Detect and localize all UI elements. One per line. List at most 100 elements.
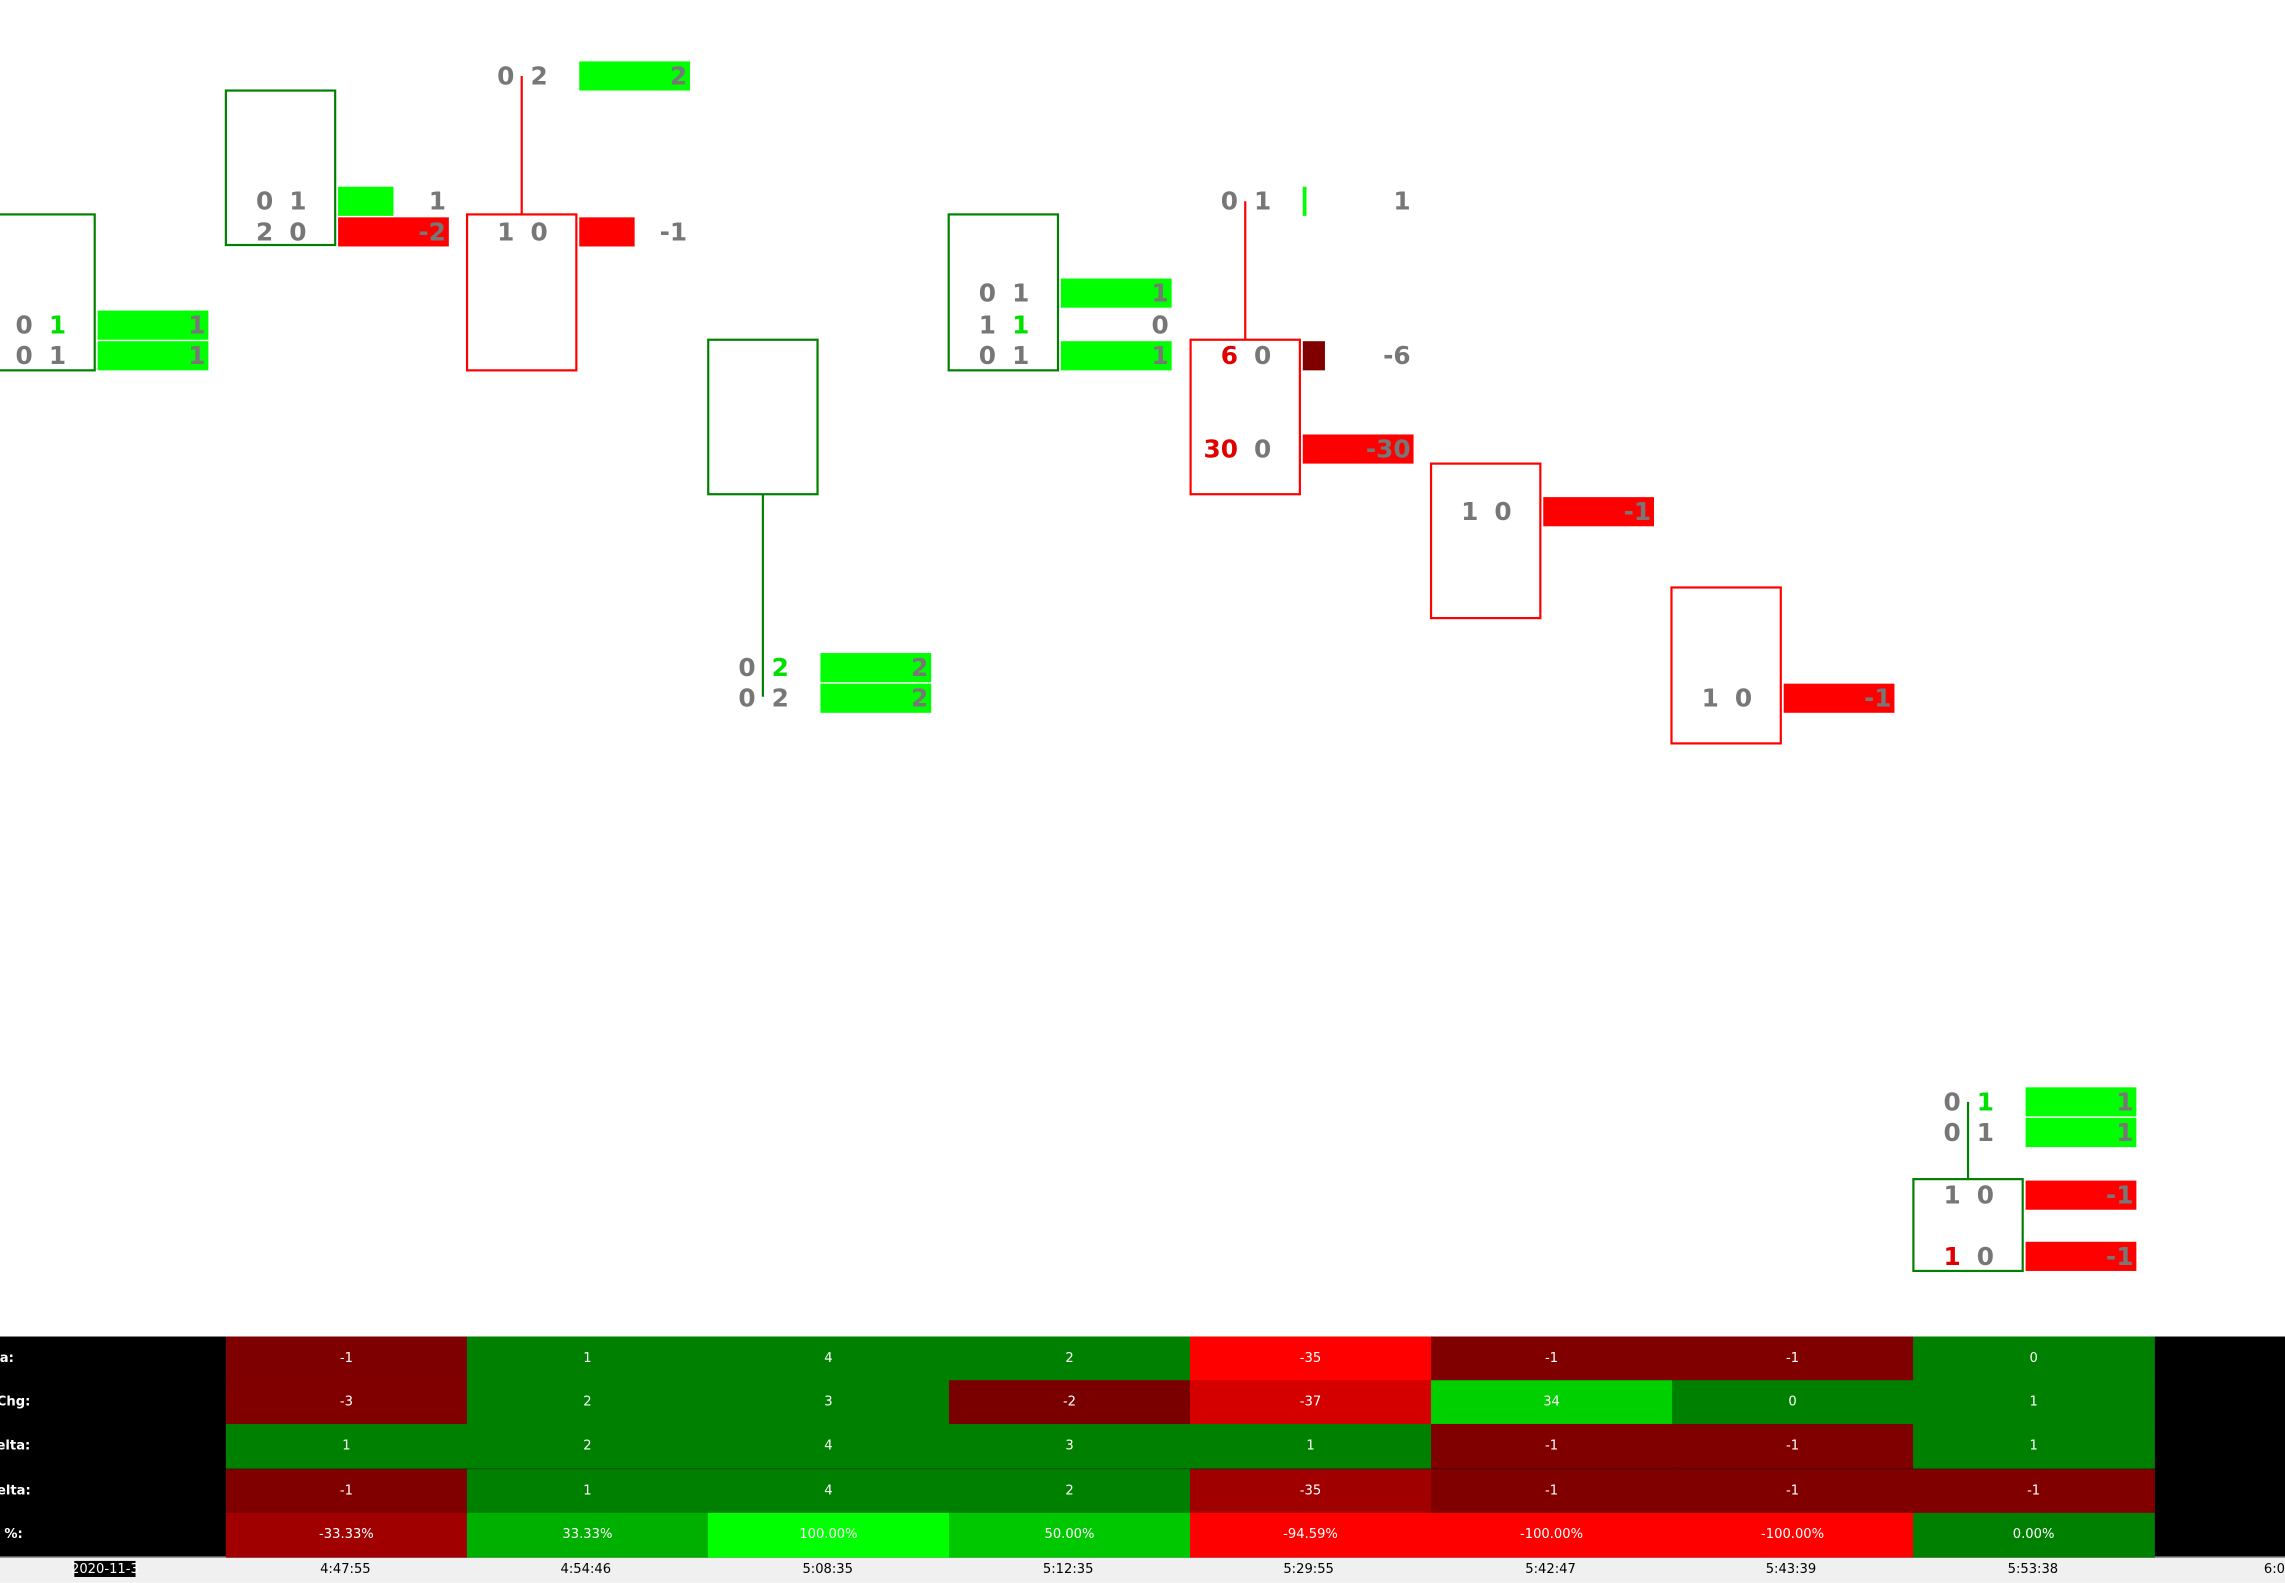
table-cell: [1672, 1469, 1914, 1514]
cell-value: 100.00%: [799, 1527, 857, 1542]
table-cell: [1190, 1469, 1432, 1514]
cell-value: -35: [1300, 1351, 1321, 1366]
time-label: 5:42:47: [1525, 1562, 1576, 1577]
bid-volume: 2: [256, 217, 273, 246]
table-cell: [1672, 1512, 1914, 1558]
table-cell: [466, 1336, 709, 1382]
table-cell: [225, 1423, 468, 1469]
table-cell: [1913, 1380, 2155, 1425]
delta-bar: [2025, 1087, 2137, 1117]
delta-value: -6: [1383, 341, 1411, 370]
cell-value: 0.00%: [2013, 1527, 2055, 1542]
candle-body: [465, 213, 578, 372]
cell-value: 0: [2029, 1351, 2037, 1366]
delta-value: 2: [911, 684, 928, 713]
table-cell: [466, 1423, 709, 1469]
table-cell: [466, 1380, 709, 1425]
delta-bar: [1302, 434, 1414, 464]
cell-value: 0: [1788, 1395, 1796, 1410]
table-cell: [1913, 1336, 2155, 1382]
delta-value: 0: [1151, 311, 1168, 340]
cell-value: 50.00%: [1044, 1527, 1094, 1542]
cell-value: -94.59%: [1283, 1527, 1338, 1542]
delta-value: -1: [2106, 1181, 2134, 1210]
ask-volume: 0: [1735, 684, 1752, 713]
delta-value: -2: [418, 217, 446, 246]
delta-value: 1: [2116, 1118, 2133, 1147]
time-label: 5:12:35: [1043, 1562, 1094, 1577]
bid-volume: 0: [256, 187, 273, 216]
table-cell: [1190, 1336, 1432, 1382]
delta-bar: [1060, 278, 1172, 308]
delta-value: 1: [1393, 187, 1410, 216]
ask-volume: 1: [1012, 279, 1029, 308]
bid-volume: 1: [1461, 497, 1478, 526]
table-cell: [948, 1469, 1191, 1514]
delta-bar: [1060, 341, 1172, 371]
candle-body: [947, 213, 1060, 372]
cell-value: 33.33%: [562, 1527, 612, 1542]
bid-volume: 0: [1944, 1087, 1961, 1116]
delta-bar: [1302, 341, 1325, 371]
table-cell: [225, 1380, 468, 1425]
delta-value: -1: [1864, 684, 1892, 713]
time-label: 5:43:39: [1766, 1562, 1817, 1577]
table-cell: [1190, 1512, 1432, 1558]
bid-volume: 0: [979, 341, 996, 370]
delta-bar: [1302, 186, 1307, 216]
bid-volume: 0: [738, 684, 755, 713]
cell-value: -1: [340, 1483, 353, 1498]
cell-value: 2: [1065, 1351, 1073, 1366]
row-label: n Delta:: [0, 1483, 31, 1498]
table-cell: [1672, 1380, 1914, 1425]
delta-value: 1: [1151, 341, 1168, 370]
delta-value: -1: [660, 217, 688, 246]
delta-value: 2: [670, 61, 687, 90]
cell-value: 1: [583, 1483, 591, 1498]
ask-volume: 2: [772, 684, 789, 713]
table-cell: [1672, 1336, 1914, 1382]
cell-value: 1: [583, 1351, 591, 1366]
cell-value: 3: [1065, 1438, 1073, 1453]
cell-value: 2: [583, 1438, 591, 1453]
table-cell: [1913, 1423, 2155, 1469]
ask-volume: 1: [1254, 187, 1271, 216]
cell-value: 4: [824, 1438, 832, 1453]
cell-value: -1: [1545, 1483, 1558, 1498]
ask-volume: 1: [1977, 1087, 1994, 1116]
delta-value: 1: [1151, 279, 1168, 308]
delta-bar: [338, 217, 449, 247]
ask-volume: 2: [772, 653, 789, 682]
candle-body: [707, 338, 819, 496]
delta-value: 1: [188, 341, 205, 370]
bid-volume: 0: [979, 279, 996, 308]
cell-value: 1: [1306, 1438, 1314, 1453]
delta-bar: [97, 341, 209, 371]
candle-body: [224, 89, 337, 247]
date-label: 2020-11-3: [71, 1562, 139, 1577]
ask-volume: 1: [1012, 341, 1029, 370]
table-cell: [948, 1512, 1191, 1558]
delta-bar: [338, 186, 394, 216]
cell-value: 2: [1065, 1483, 1073, 1498]
table-cell: [225, 1336, 468, 1382]
time-label: 5:29:55: [1283, 1562, 1334, 1577]
ask-volume: 0: [1254, 341, 1271, 370]
row-label: x Delta:: [0, 1438, 30, 1453]
delta-value: -1: [2106, 1242, 2134, 1271]
cell-value: 1: [2029, 1438, 2037, 1453]
bid-volume: 0: [16, 341, 33, 370]
ask-volume: 0: [1977, 1242, 1994, 1271]
cell-value: -1: [1545, 1438, 1558, 1453]
candle-body: [1670, 586, 1782, 745]
row-label: lta Chg:: [0, 1395, 30, 1410]
delta-bar: [97, 310, 209, 340]
table-cell: [225, 1512, 468, 1558]
cell-value: -1: [2027, 1483, 2040, 1498]
delta-value: 1: [188, 311, 205, 340]
time-axis-bg: [0, 1556, 2285, 1583]
bid-volume: 6: [1221, 341, 1238, 370]
delta-bar: [820, 653, 932, 683]
